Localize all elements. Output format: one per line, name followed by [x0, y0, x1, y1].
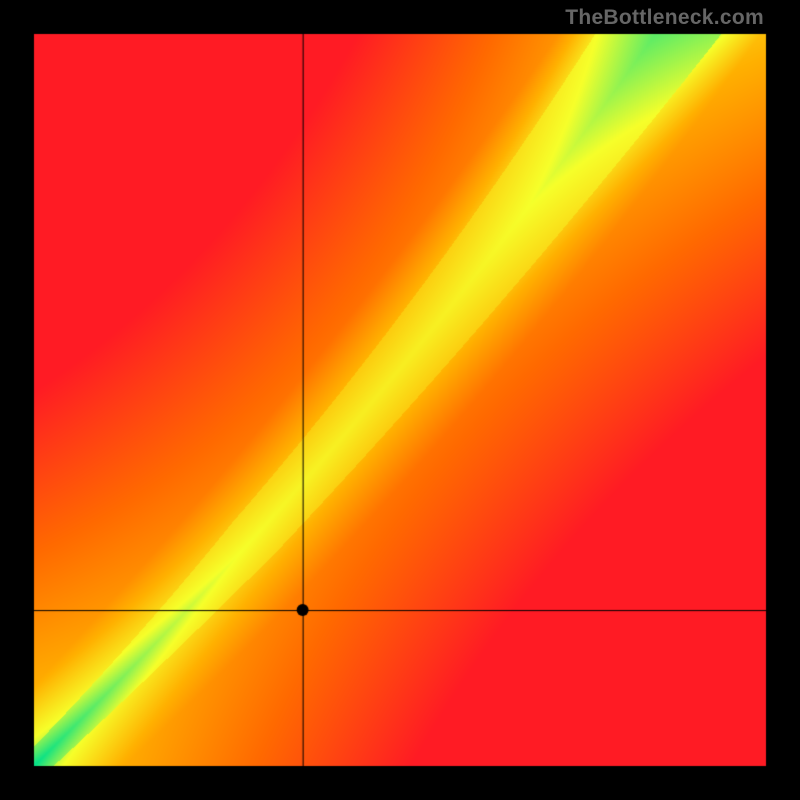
chart-container: TheBottleneck.com — [0, 0, 800, 800]
bottleneck-heatmap — [0, 0, 800, 800]
watermark-text: TheBottleneck.com — [565, 6, 764, 30]
